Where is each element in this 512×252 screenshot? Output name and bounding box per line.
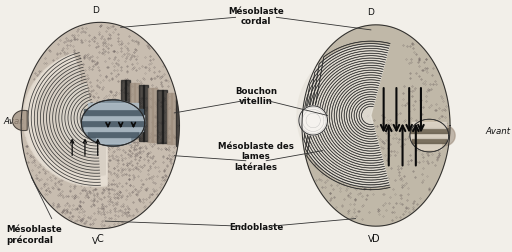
Text: C: C: [97, 233, 103, 243]
Polygon shape: [121, 81, 126, 139]
Polygon shape: [180, 96, 185, 146]
Polygon shape: [299, 106, 328, 136]
Polygon shape: [166, 93, 172, 145]
Text: Avant: Avant: [3, 116, 28, 125]
Polygon shape: [148, 88, 154, 142]
Polygon shape: [153, 88, 158, 142]
Text: D: D: [368, 8, 374, 17]
Polygon shape: [143, 86, 148, 141]
Polygon shape: [410, 120, 449, 152]
Polygon shape: [21, 23, 179, 229]
Polygon shape: [162, 91, 166, 144]
Polygon shape: [139, 86, 144, 141]
Polygon shape: [60, 84, 98, 155]
Text: V: V: [92, 236, 98, 245]
Polygon shape: [302, 26, 450, 226]
Text: D: D: [372, 233, 380, 243]
Polygon shape: [176, 96, 181, 146]
Polygon shape: [81, 101, 145, 147]
Polygon shape: [12, 111, 27, 131]
Text: Mésoblaste des
lames
latérales: Mésoblaste des lames latérales: [218, 141, 294, 171]
Text: D: D: [92, 6, 99, 14]
Polygon shape: [445, 126, 455, 146]
Polygon shape: [130, 83, 135, 140]
Polygon shape: [297, 45, 389, 187]
Text: Mésoblaste
précordal: Mésoblaste précordal: [6, 224, 61, 244]
Polygon shape: [170, 93, 176, 145]
Text: Avant: Avant: [485, 127, 510, 136]
Polygon shape: [134, 83, 139, 140]
Text: Endoblaste: Endoblaste: [229, 222, 283, 231]
Text: Bouchon
vitellin: Bouchon vitellin: [235, 86, 277, 106]
Polygon shape: [125, 81, 130, 139]
Polygon shape: [158, 91, 162, 144]
Text: Mésoblaste
cordal: Mésoblaste cordal: [228, 7, 284, 26]
Text: V: V: [368, 234, 374, 243]
